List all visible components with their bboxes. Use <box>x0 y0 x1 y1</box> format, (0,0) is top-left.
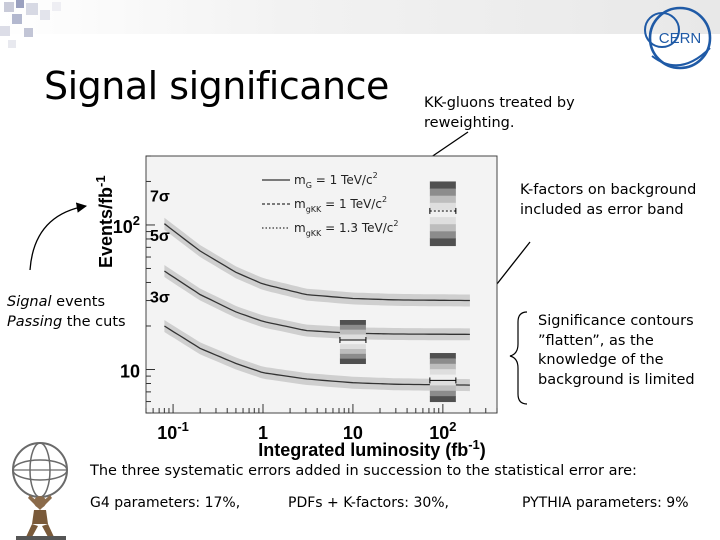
note-kfactors: K-factors on background included as erro… <box>520 182 697 218</box>
axis-ticks: 10-1 1 10 102 10 102 <box>113 155 498 443</box>
legend-label: mgKK = 1 TeV/c2 <box>294 195 387 214</box>
signal-box-segment <box>339 329 366 336</box>
cern-logo-text: CERN <box>659 30 702 47</box>
signal-box-segment <box>429 188 456 197</box>
signal-box-0 <box>429 181 457 247</box>
signal-boxes <box>339 181 457 403</box>
signal-box-segment <box>429 209 456 218</box>
legend-label: mgKK = 1.3 TeV/c2 <box>294 219 398 238</box>
signal-box-segment <box>339 320 366 326</box>
header-gradient-band <box>0 0 720 34</box>
arrow-signal-events <box>29 202 88 271</box>
signal-box-2 <box>429 353 457 403</box>
signal-box-segment <box>429 369 456 376</box>
x-tick-label: 10 <box>343 423 363 443</box>
signal-box-segment <box>429 374 456 381</box>
signal-box-segment <box>339 358 366 365</box>
signal-box-segment <box>429 353 456 359</box>
signal-box-segment <box>339 324 366 331</box>
sigma-label: 3σ <box>150 289 170 306</box>
note-signal-italic-2: Passing <box>7 313 63 330</box>
legend-entry-1: mgKK = 1 TeV/c2 <box>262 195 387 214</box>
decorative-squares <box>0 0 61 48</box>
contour-line-0 <box>164 223 470 302</box>
contour-band-0 <box>164 217 470 307</box>
systematic-g4: G4 parameters: 17%, <box>90 495 241 511</box>
signal-box-segment <box>429 358 456 365</box>
y-axis-label: Events/fb-1 <box>93 175 116 268</box>
contour-line-2 <box>164 325 470 386</box>
sigma-labels: 7σ 5σ 3σ <box>150 188 170 306</box>
signal-box-segment <box>429 390 456 397</box>
signal-box-segment <box>429 224 456 232</box>
x-tick-label: 10-1 <box>157 419 189 443</box>
contour-band-1 <box>164 265 470 341</box>
signal-box-1 <box>339 320 367 365</box>
atlas-figure-logo <box>12 442 68 540</box>
chart-legend: mG = 1 TeV/c2 mgKK = 1 TeV/c2 mgKK = 1.3 T… <box>262 171 398 238</box>
note-kk-gluons: KK-gluons treated by reweighting. <box>424 95 575 131</box>
signal-box-segment <box>429 195 456 204</box>
sigma-label: 5σ <box>150 228 170 245</box>
y-tick-label: 102 <box>113 213 140 237</box>
signal-box-segment <box>339 353 366 360</box>
signal-box-segment <box>429 396 456 403</box>
systematic-pdfs: PDFs + K-factors: 30%, <box>288 495 450 511</box>
curly-brace <box>509 311 528 405</box>
signal-box-segment <box>429 181 456 190</box>
signal-box-segment <box>339 344 366 350</box>
x-axis-label: Integrated luminosity (fb-1) <box>258 437 486 460</box>
signal-box-segment <box>429 238 456 247</box>
note-signal-italic-1: Signal <box>7 294 52 310</box>
slide-title: Signal significance <box>44 64 389 108</box>
contour-lines <box>164 223 470 386</box>
signal-box-segment <box>339 349 366 355</box>
note-signal-rest-2: the cuts <box>62 313 126 330</box>
signal-box-segment <box>339 334 366 340</box>
signal-box-segment <box>429 363 456 370</box>
signal-box-segment <box>429 202 456 211</box>
systematic-pythia: PYTHIA parameters: 9% <box>522 495 689 511</box>
brace-path <box>509 311 528 405</box>
x-tick-label: 102 <box>429 419 456 443</box>
note-contours-flatten: Significance contours ”flatten”, as the … <box>538 313 695 388</box>
cern-logo: CERN <box>644 6 712 70</box>
x-tick-label: 1 <box>258 423 268 443</box>
sigma-label: 7σ <box>150 188 170 205</box>
contour-line-1 <box>164 270 470 336</box>
signal-box-segment <box>429 379 456 386</box>
legend-entry-2: mgKK = 1.3 TeV/c2 <box>262 219 398 238</box>
signal-box-segment <box>429 217 456 225</box>
legend-entry-0: mG = 1 TeV/c2 <box>262 171 378 190</box>
signal-box-segment <box>429 231 456 239</box>
y-tick-label: 10 <box>120 361 140 381</box>
systematics-intro: The three systematic errors added in suc… <box>90 463 637 479</box>
signal-box-segment <box>429 385 456 392</box>
note-signal-rest-1: events <box>51 294 106 310</box>
legend-label: mG = 1 TeV/c2 <box>294 171 378 190</box>
signal-box-segment <box>339 339 366 345</box>
note-signal-events: Signal events Passing the cuts <box>7 293 167 332</box>
